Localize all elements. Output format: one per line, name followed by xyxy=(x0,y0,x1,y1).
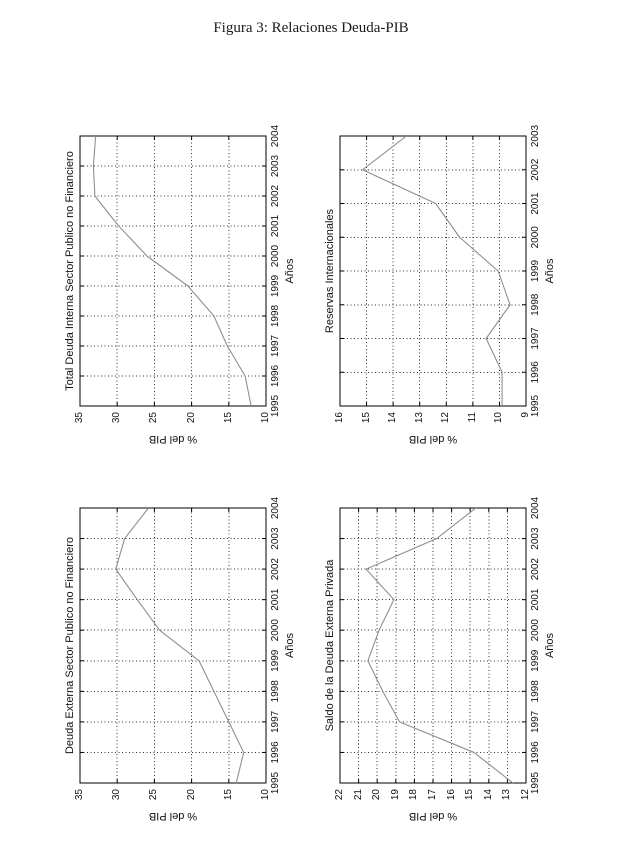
x-tick-label: 1997 xyxy=(270,710,281,734)
y-tick-label: 25 xyxy=(148,412,160,424)
x-tick-label: 1995 xyxy=(530,771,541,795)
y-tick-label: 15 xyxy=(360,412,372,424)
y-tick-label: 20 xyxy=(371,789,383,801)
x-tick-label: 2003 xyxy=(530,124,541,148)
y-tick-label: 15 xyxy=(222,412,234,424)
x-tick-label: 1998 xyxy=(270,680,281,703)
y-tick-label: 21 xyxy=(352,789,364,801)
x-tick-label: 2002 xyxy=(270,184,281,208)
x-tick-label: 1999 xyxy=(530,649,541,672)
y-tick-label: 30 xyxy=(111,412,123,424)
x-tick-label: 2003 xyxy=(270,154,281,178)
y-tick-label: 14 xyxy=(482,789,494,801)
y-tick-label: 13 xyxy=(501,789,513,801)
x-tick-label: 1997 xyxy=(530,327,541,350)
y-tick-label: 10 xyxy=(260,412,271,424)
x-tick-label: 1996 xyxy=(530,741,541,764)
y-tick-label: 19 xyxy=(389,789,401,801)
x-tick-label: 1997 xyxy=(270,334,281,358)
x-tick-label: 2000 xyxy=(270,619,281,642)
x-tick-label: 1999 xyxy=(530,259,541,283)
x-tick-label: 2000 xyxy=(530,226,541,249)
x-axis-label: Años xyxy=(284,632,296,659)
y-tick-label: 16 xyxy=(334,412,345,424)
x-tick-label: 1996 xyxy=(530,361,541,384)
rotated-chart: Saldo de la Deuda Externa Privada % del … xyxy=(322,497,572,825)
x-axis-label: Años xyxy=(284,258,296,284)
x-tick-label: 2001 xyxy=(270,588,281,611)
x-tick-label: 1995 xyxy=(270,771,281,795)
x-tick-label: 1997 xyxy=(530,710,541,734)
y-tick-label: 10 xyxy=(260,789,271,801)
x-tick-label: 2001 xyxy=(270,214,281,238)
y-tick-label: 13 xyxy=(413,412,425,424)
x-tick-label: 2002 xyxy=(530,558,541,581)
x-axis-label: Años xyxy=(544,258,556,284)
plot-area xyxy=(79,507,267,784)
x-tick-label: 2003 xyxy=(270,527,281,550)
x-tick-label: 2002 xyxy=(270,558,281,581)
plot-area xyxy=(339,507,527,784)
x-axis-label: Años xyxy=(544,632,556,659)
x-tick-label: 2000 xyxy=(270,244,281,268)
chart-deuda-externa: Deuda Externa Sector Publico no Financie… xyxy=(62,497,312,825)
y-tick-label: 15 xyxy=(464,789,476,801)
x-tick-label: 1999 xyxy=(270,649,281,672)
x-tick-label: 1999 xyxy=(270,274,281,298)
y-tick-label: 11 xyxy=(466,412,478,423)
x-tick-label: 1996 xyxy=(270,364,281,388)
x-tick-label: 1995 xyxy=(270,394,281,418)
chart-saldo-deuda-externa-privada: Saldo de la Deuda Externa Privada % del … xyxy=(322,497,572,825)
y-tick-label: 9 xyxy=(520,412,531,418)
y-tick-label: 22 xyxy=(334,789,345,801)
x-tick-label: 1998 xyxy=(530,680,541,703)
y-tick-label: 12 xyxy=(440,412,452,424)
rotated-chart: Deuda Externa Sector Publico no Financie… xyxy=(62,497,312,825)
y-tick-label: 30 xyxy=(111,789,123,801)
y-tick-label: 17 xyxy=(427,789,438,801)
y-tick-label: 14 xyxy=(387,412,399,424)
y-tick-label: 35 xyxy=(74,789,85,801)
x-tick-label: 2000 xyxy=(530,619,541,642)
x-tick-label: 1996 xyxy=(270,741,281,764)
x-tick-label: 2001 xyxy=(530,588,541,611)
figure-caption: Figura 3: Relaciones Deuda-PIB xyxy=(213,20,409,36)
chart-total-deuda-interna: Total Deuda Interna Sector Publico no Fi… xyxy=(62,125,312,448)
rotated-chart: Total Deuda Interna Sector Publico no Fi… xyxy=(62,125,312,448)
plot-area xyxy=(79,135,267,407)
x-tick-label: 2001 xyxy=(530,192,541,215)
y-tick-label: 18 xyxy=(408,789,420,801)
y-tick-label: 10 xyxy=(493,412,505,424)
y-tick-label: 20 xyxy=(185,789,197,801)
rotated-chart: Reservas Internacionales % del PIB 1995 1… xyxy=(322,125,572,448)
x-tick-label: 2002 xyxy=(530,158,541,181)
y-tick-label: 16 xyxy=(445,789,457,801)
x-tick-label: 2004 xyxy=(530,496,541,520)
x-tick-label: 1998 xyxy=(270,304,281,328)
x-tick-label: 1995 xyxy=(530,394,541,418)
x-tick-label: 2003 xyxy=(530,527,541,550)
x-tick-label: 2004 xyxy=(270,496,281,520)
y-tick-label: 35 xyxy=(74,412,85,424)
plot-area xyxy=(339,135,527,407)
x-tick-label: 1998 xyxy=(530,293,541,316)
x-tick-label: 2004 xyxy=(270,124,281,148)
y-tick-label: 20 xyxy=(185,412,197,424)
y-tick-label: 12 xyxy=(520,789,531,801)
y-tick-label: 25 xyxy=(148,789,160,801)
y-tick-label: 15 xyxy=(222,789,234,801)
chart-reservas-internacionales: Reservas Internacionales % del PIB 1995 1… xyxy=(322,125,572,448)
